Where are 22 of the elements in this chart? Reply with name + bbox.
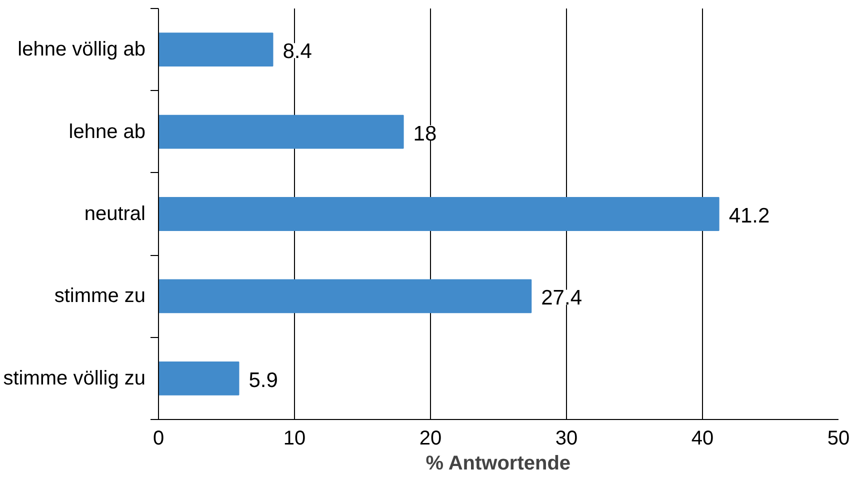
x-tick-label: 10 [283,428,306,450]
x-tick-label: 0 [152,428,164,450]
y-tick-label: stimme völlig zu [3,367,146,390]
y-tick-label: stimme zu [54,285,146,308]
bar [158,279,532,314]
x-tick-label: 20 [419,428,442,450]
y-tick-label: lehne völlig ab [18,38,146,61]
x-tick-label: 50 [827,428,850,450]
bar [158,32,274,67]
bar [158,361,240,396]
data-label: 8.4 [282,40,312,64]
data-label: 27.4 [541,286,582,310]
y-tick-label: lehne ab [68,120,146,143]
y-tick-label: neutral [84,203,146,225]
data-label: 41.2 [728,204,770,228]
bar [158,197,720,231]
data-label: 18 [413,122,437,146]
data-label: 5.9 [248,368,278,392]
bar [158,114,404,149]
x-axis-title: % Antwortende [426,452,571,474]
x-tick-label: 40 [691,428,714,450]
x-tick-label: 30 [555,428,578,450]
